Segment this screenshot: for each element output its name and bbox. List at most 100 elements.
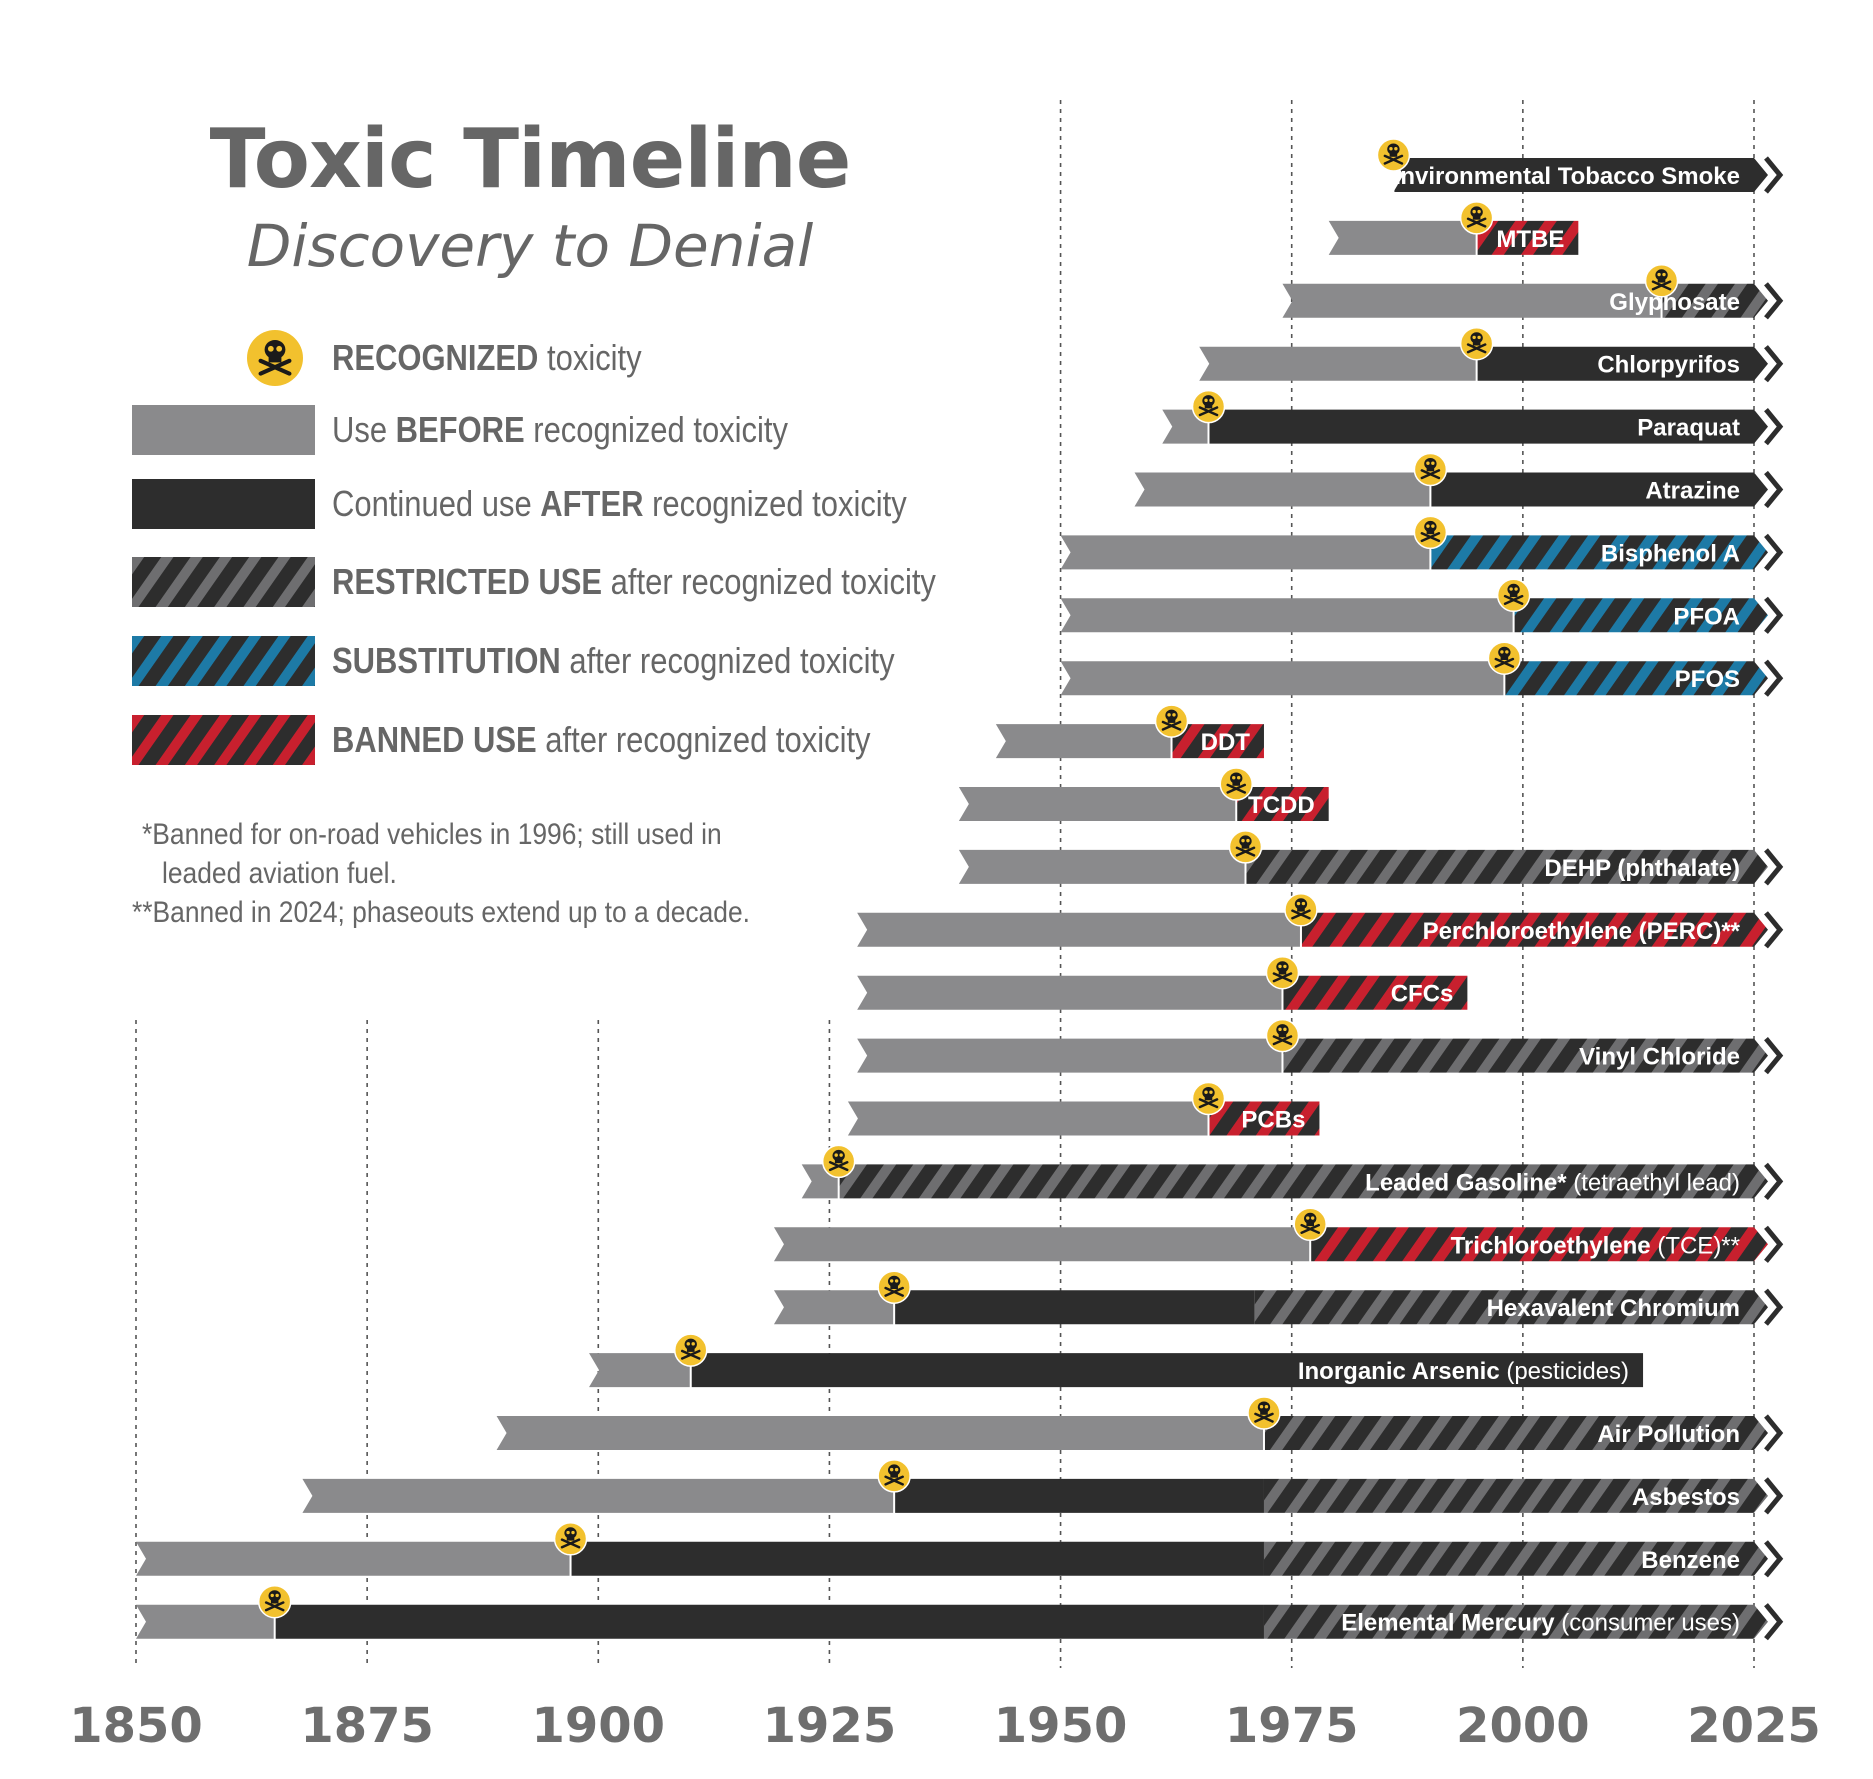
tick-label-2025: 2025 bbox=[1687, 1698, 1821, 1754]
segment-before bbox=[1060, 661, 1505, 696]
bar-label-trichloroethylene: Trichloroethylene (TCE)** bbox=[1451, 1232, 1740, 1259]
bar-label-mtbe: MTBE bbox=[1496, 226, 1564, 253]
bar-dehp-phthalate: DEHP (phthalate) bbox=[958, 830, 1784, 890]
ongoing-arrow-icon bbox=[1764, 156, 1784, 194]
ongoing-arrow-icon bbox=[1764, 408, 1784, 446]
ongoing-arrow-icon bbox=[1764, 848, 1784, 886]
chart-subtitle: Discovery to Denial bbox=[246, 212, 814, 280]
segment-banned bbox=[1282, 975, 1468, 1010]
bar-label-leaded-gasoline: Leaded Gasoline* (tetraethyl lead) bbox=[1365, 1169, 1740, 1196]
segment-before bbox=[496, 1416, 1264, 1450]
segment-after bbox=[894, 1290, 1255, 1325]
recognized-skull-icon bbox=[1293, 1207, 1327, 1268]
ongoing-arrow-icon bbox=[1764, 596, 1784, 634]
segment-before bbox=[958, 787, 1237, 821]
legend-label-recognized: RECOGNIZED toxicity bbox=[332, 337, 642, 378]
recognized-skull-icon bbox=[1265, 1018, 1300, 1079]
segment-restricted bbox=[1254, 1290, 1768, 1325]
bar-mtbe: MTBE bbox=[1328, 201, 1579, 261]
ongoing-arrow-icon bbox=[1764, 282, 1784, 320]
segment-before bbox=[136, 1604, 275, 1639]
bar-paraquat: Paraquat bbox=[1162, 389, 1784, 450]
bar-asbestos: Asbestos bbox=[302, 1459, 1784, 1519]
tick-label-1925: 1925 bbox=[763, 1698, 897, 1754]
segment-before bbox=[1282, 283, 1662, 318]
segment-before bbox=[857, 912, 1301, 947]
legend-swatch-after bbox=[132, 479, 315, 529]
segment-substitution bbox=[1430, 535, 1768, 570]
segment-before bbox=[1060, 598, 1514, 633]
bar-label-pfoa: PFOA bbox=[1673, 603, 1740, 630]
recognized-skull-icon bbox=[1228, 830, 1263, 890]
segment-after bbox=[274, 1604, 1264, 1639]
recognized-skull-icon bbox=[1487, 641, 1522, 702]
footnote-2: **Banned in 2024; phaseouts extend up to… bbox=[132, 896, 750, 929]
segment-banned bbox=[1300, 912, 1768, 947]
recognized-skull-icon bbox=[1459, 201, 1494, 261]
segment-after bbox=[894, 1478, 1264, 1513]
recognized-skull-icon bbox=[821, 1144, 856, 1205]
recognized-skull-icon bbox=[1459, 326, 1494, 387]
bar-cfcs: CFCs bbox=[857, 955, 1468, 1016]
segment-after bbox=[1393, 158, 1768, 192]
bar-pfoa: PFOA bbox=[1060, 578, 1784, 639]
bar-perchloroethylene-perc: Perchloroethylene (PERC)** bbox=[857, 893, 1784, 953]
segment-banned bbox=[1171, 724, 1264, 759]
segment-before bbox=[857, 1038, 1283, 1073]
bar-label-perchloroethylene-perc: Perchloroethylene (PERC)** bbox=[1423, 918, 1741, 945]
segment-after bbox=[570, 1541, 1264, 1576]
recognized-skull-icon bbox=[1154, 704, 1189, 765]
ongoing-arrow-icon bbox=[1764, 1037, 1784, 1075]
segment-restricted bbox=[1263, 1604, 1768, 1639]
segment-before bbox=[773, 1290, 895, 1325]
ongoing-arrow-icon bbox=[1764, 1225, 1784, 1263]
bar-label-ddt: DDT bbox=[1201, 729, 1251, 756]
segment-before bbox=[857, 975, 1283, 1010]
bar-elemental-mercury: Elemental Mercury (consumer uses) bbox=[136, 1584, 1784, 1645]
segment-before bbox=[958, 849, 1246, 884]
segment-restricted bbox=[1263, 1416, 1768, 1450]
recognized-skull-icon bbox=[1265, 955, 1300, 1016]
recognized-skull-icon bbox=[1219, 767, 1253, 827]
bar-label-inorganic-arsenic: Inorganic Arsenic (pesticides) bbox=[1298, 1358, 1629, 1385]
bar-label-chlorpyrifos: Chlorpyrifos bbox=[1597, 352, 1740, 379]
tick-label-1900: 1900 bbox=[531, 1698, 665, 1754]
tick-label-1975: 1975 bbox=[1225, 1698, 1359, 1754]
recognized-skull-icon bbox=[877, 1270, 911, 1331]
legend-swatch-restricted bbox=[132, 557, 315, 607]
bar-label-benzene: Benzene bbox=[1641, 1547, 1740, 1574]
bar-air-pollution: Air Pollution bbox=[496, 1396, 1784, 1456]
chart-title: Toxic Timeline bbox=[209, 112, 852, 207]
recognized-skull-icon bbox=[1247, 1396, 1281, 1456]
segment-restricted bbox=[1263, 1478, 1768, 1513]
tick-label-1875: 1875 bbox=[300, 1698, 434, 1754]
segment-before bbox=[1134, 472, 1431, 507]
segment-banned bbox=[1476, 220, 1579, 255]
recognized-skull-icon bbox=[1644, 264, 1679, 324]
ongoing-arrow-icon bbox=[1764, 911, 1784, 949]
recognized-skull-icon bbox=[1284, 893, 1318, 953]
bar-label-vinyl-chloride: Vinyl Chloride bbox=[1579, 1044, 1740, 1071]
bar-glyphosate: Glyphosate bbox=[1282, 264, 1784, 324]
recognized-skull-icon bbox=[1191, 389, 1226, 450]
bar-environmental-tobacco-smoke: Environmental Tobacco Smoke bbox=[1376, 138, 1784, 198]
segment-before bbox=[589, 1353, 691, 1388]
legend-label-after: Continued use AFTER recognized toxicity bbox=[332, 483, 907, 524]
bar-benzene: Benzene bbox=[136, 1522, 1784, 1582]
bar-label-pfos: PFOS bbox=[1675, 666, 1740, 693]
ongoing-arrow-icon bbox=[1764, 1162, 1784, 1200]
segment-banned bbox=[1310, 1227, 1768, 1262]
bar-label-hexavalent-chromium: Hexavalent Chromium bbox=[1487, 1295, 1740, 1322]
segment-banned bbox=[1208, 1101, 1320, 1136]
bar-label-glyphosate: Glyphosate bbox=[1609, 289, 1740, 316]
bar-label-cfcs: CFCs bbox=[1391, 981, 1454, 1008]
segment-after bbox=[1208, 409, 1768, 444]
legend-label-restricted: RESTRICTED USE after recognized toxicity bbox=[332, 561, 936, 602]
segment-before bbox=[995, 724, 1172, 759]
recognized-skull-icon bbox=[1191, 1081, 1226, 1142]
bar-label-elemental-mercury: Elemental Mercury (consumer uses) bbox=[1341, 1610, 1740, 1637]
segment-before bbox=[773, 1227, 1311, 1262]
segment-after bbox=[1476, 346, 1768, 381]
segment-before bbox=[1328, 220, 1477, 255]
bar-vinyl-chloride: Vinyl Chloride bbox=[857, 1018, 1784, 1079]
